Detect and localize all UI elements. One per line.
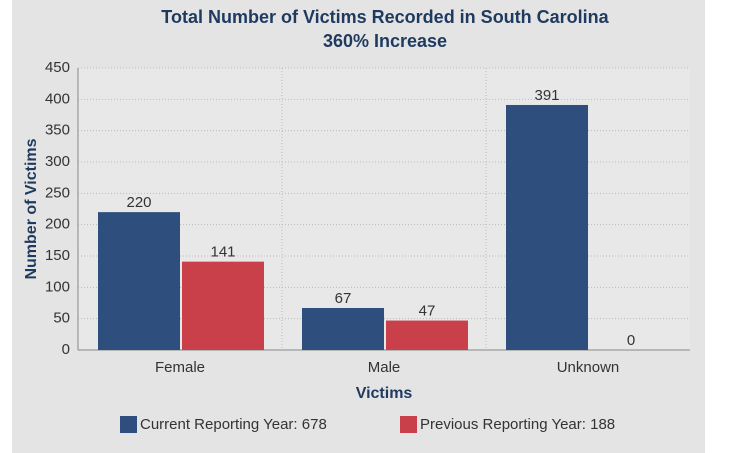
bar [386, 320, 468, 350]
y-axis-title: Number of Victims [23, 138, 40, 279]
chart-subtitle: 360% Increase [323, 31, 447, 51]
y-tick-label: 0 [62, 341, 70, 358]
data-label: 0 [627, 332, 635, 349]
y-tick-label: 300 [45, 153, 70, 170]
y-tick-label: 450 [45, 59, 70, 76]
y-tick-label: 50 [53, 310, 70, 327]
data-label: 47 [419, 303, 436, 320]
y-tick-label: 350 [45, 122, 70, 139]
y-tick-label: 200 [45, 216, 70, 233]
x-tick-label: Female [155, 359, 205, 376]
x-tick-label: Male [368, 359, 401, 376]
x-axis-title: Victims [356, 385, 413, 402]
data-label: 141 [210, 244, 235, 261]
bar [302, 308, 384, 350]
bar [98, 212, 180, 350]
legend-swatch [400, 416, 417, 433]
y-tick-label: 400 [45, 90, 70, 107]
legend-swatch [120, 416, 137, 433]
chart-title: Total Number of Victims Recorded in Sout… [161, 7, 609, 27]
bar [182, 261, 264, 350]
data-label: 67 [335, 290, 352, 307]
legend-label: Current Reporting Year: 678 [140, 416, 327, 433]
bar [506, 104, 588, 351]
y-tick-label: 150 [45, 247, 70, 264]
x-tick-label: Unknown [557, 359, 620, 376]
y-tick-label: 100 [45, 278, 70, 295]
data-label: 220 [126, 194, 151, 211]
data-label: 391 [534, 87, 559, 104]
legend-label: Previous Reporting Year: 188 [420, 416, 615, 433]
y-tick-label: 250 [45, 184, 70, 201]
